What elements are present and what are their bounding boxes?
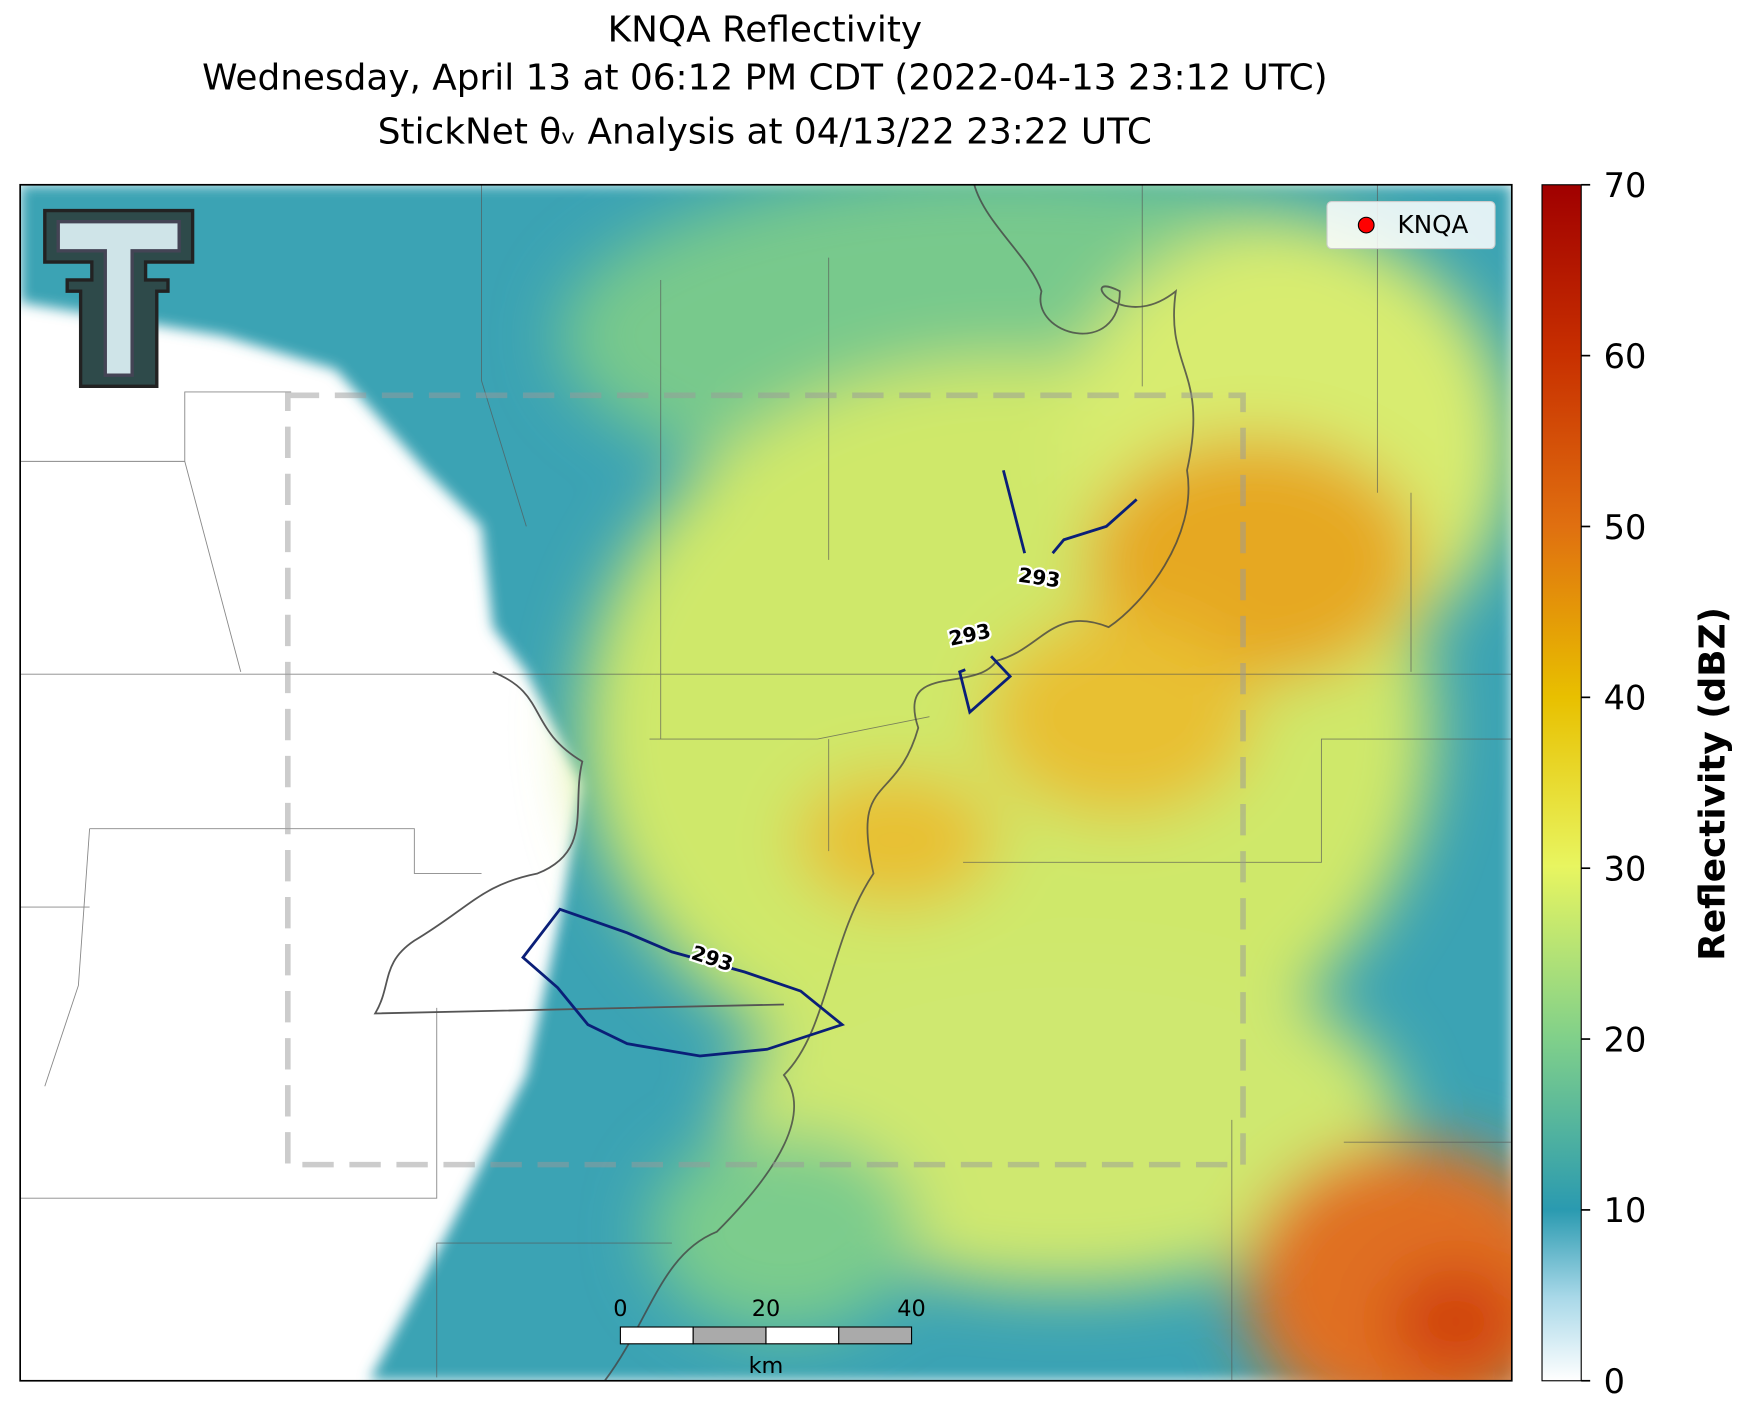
scale-bar: 0 20 40 km (613, 1296, 926, 1379)
colorbar-label: Reflectivity (dBZ) (1693, 607, 1734, 961)
title: Wednesday, April 13 at 06:12 PM CDT (202… (202, 58, 1328, 99)
legend-marker (1357, 216, 1375, 234)
scale-segment (765, 1326, 840, 1345)
colorbar (1541, 184, 1582, 1382)
scale-tick-label: 20 (752, 1296, 780, 1322)
logo (43, 208, 195, 389)
legend: KNQA (1326, 201, 1496, 250)
colorbar-tick-label: 10 (1604, 1191, 1647, 1230)
legend-label: KNQA (1398, 210, 1469, 239)
scale-segment (619, 1326, 694, 1345)
scale-tick-label: 0 (613, 1296, 627, 1322)
colorbar-tick-label: 0 (1604, 1362, 1625, 1401)
colorbar-tick-label: 20 (1604, 1020, 1647, 1059)
colorbar-tick-label: 50 (1604, 508, 1647, 547)
colorbar-tick-label: 60 (1604, 337, 1647, 376)
colorbar-tick-label: 40 (1604, 679, 1647, 718)
scale-tick-label: 40 (897, 1296, 925, 1322)
map: 293 293 293 (20, 184, 1512, 1381)
scale-segment (692, 1326, 767, 1345)
scale-segment (838, 1326, 913, 1345)
scale-unit: km (749, 1353, 784, 1379)
colorbar-tick-label: 70 (1604, 166, 1647, 205)
title: KNQA Reflectivity (608, 9, 922, 50)
colorbar-tick-label: 30 (1604, 850, 1647, 889)
title: StickNet θᵥ Analysis at 04/13/22 23:22 U… (378, 111, 1152, 152)
